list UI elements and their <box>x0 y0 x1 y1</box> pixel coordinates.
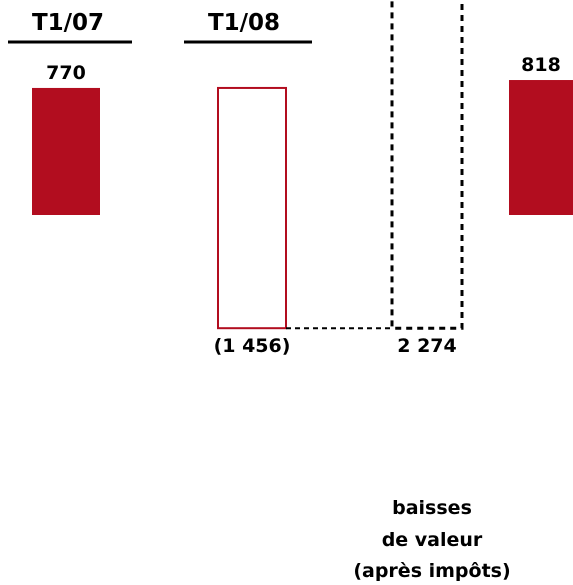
annotation-line-3: (après impôts) <box>353 560 510 582</box>
annotation-line-2: de valeur <box>382 529 483 551</box>
bar-t1-07 <box>32 87 100 215</box>
bar-writedowns-value-label: 2 274 <box>397 335 457 357</box>
annotation-line-1: baisses <box>392 497 472 519</box>
bar-t1-07-value-label: 770 <box>46 62 86 84</box>
bar-t1-08 <box>509 80 573 215</box>
bar-writedowns <box>390 0 464 330</box>
bar-t1-08-value-label: 818 <box>521 54 561 76</box>
period-header-t1-07: T1/07 <box>32 10 104 36</box>
bar-decline-value-label: (1 456) <box>214 335 291 357</box>
bar-decline <box>217 86 287 330</box>
period-header-t1-08: T1/08 <box>208 10 280 36</box>
